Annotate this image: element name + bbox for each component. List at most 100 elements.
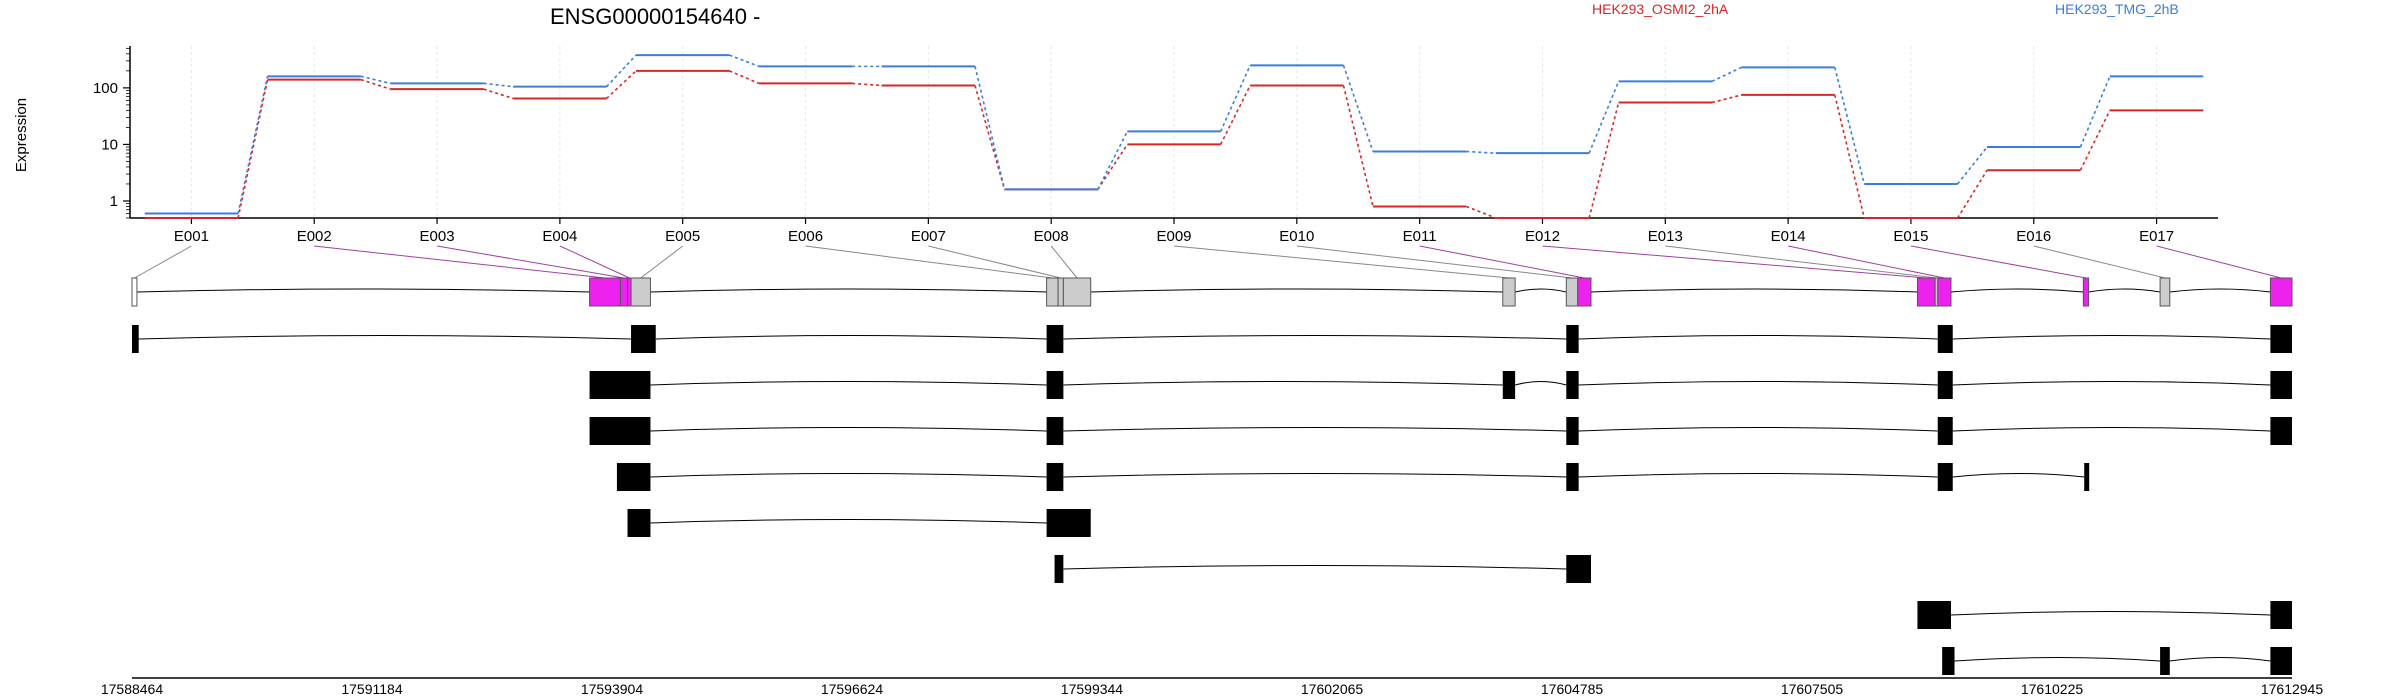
series-1-connector — [1711, 94, 1742, 104]
transcript-intron — [1952, 335, 2271, 340]
transcript-exon — [1046, 371, 1064, 399]
transcript-1 — [132, 325, 2292, 353]
transcript-intron — [1578, 427, 1938, 432]
x-tick-label-e014: E014 — [1771, 228, 1806, 245]
x-tick-label-e008: E008 — [1034, 228, 1069, 245]
series-2-connector — [729, 54, 760, 68]
x-tick-label-e003: E003 — [420, 228, 455, 245]
transcript-intron — [1950, 611, 2271, 616]
transcript-intron — [655, 335, 1047, 340]
exon-connector — [1296, 245, 1573, 279]
transcript-exon — [1566, 463, 1579, 491]
exon-e008 — [1062, 277, 1092, 307]
gene-intron — [650, 288, 1047, 293]
series-2-connector — [237, 76, 269, 214]
gene-intron — [1590, 288, 1918, 293]
transcript-exon — [2270, 601, 2292, 629]
transcript-intron — [1578, 335, 1938, 340]
exon-e007 — [1057, 277, 1064, 307]
transcript-exon — [589, 371, 651, 399]
exon-e002 — [589, 277, 621, 307]
transcript-2 — [589, 371, 2292, 399]
transcript-exon — [1502, 371, 1516, 399]
x-tick-label-e005: E005 — [665, 228, 700, 245]
transcript-7 — [1917, 601, 2292, 629]
exon-e015 — [2082, 277, 2090, 307]
x-tick-label-e017: E017 — [2139, 228, 2174, 245]
transcript-intron — [1063, 381, 1503, 386]
exon-e009 — [1502, 277, 1516, 307]
gene-intron — [2169, 288, 2271, 293]
exon-e001 — [131, 277, 138, 307]
y-tick-label: 100 — [93, 80, 118, 97]
genome-tick-label: 17607505 — [1781, 681, 1844, 697]
gene-intron — [1950, 288, 2084, 293]
transcript-layer — [132, 325, 2292, 675]
exon-connector — [805, 245, 1053, 279]
transcript-intron — [650, 381, 1047, 386]
transcript-intron — [1063, 565, 1567, 570]
transcript-exon — [1046, 509, 1091, 537]
transcript-exon — [627, 509, 651, 537]
genome-tick-label: 17596624 — [821, 681, 884, 697]
series-2-connector — [1834, 67, 1866, 185]
exon-connector — [2156, 245, 2282, 279]
genome-tick-label: 17599344 — [1061, 681, 1124, 697]
transcript-exon — [2270, 647, 2292, 675]
genome-tick-label: 17588464 — [101, 681, 164, 697]
transcript-5 — [627, 509, 1091, 537]
x-tick-label-e010: E010 — [1279, 228, 1314, 245]
x-tick-label-e012: E012 — [1525, 228, 1560, 245]
series-1-connector — [2079, 110, 2111, 171]
x-tick-label-e001: E001 — [174, 228, 209, 245]
axis-layer: 1 10 100 E001 E002 E003 E004 E005 E006 E007 E008 E0… — [93, 46, 2218, 245]
y-axis-label: Expression — [13, 98, 30, 172]
series-2-connector — [1588, 81, 1620, 154]
series-1-connector — [1588, 102, 1620, 219]
transcript-intron — [650, 473, 1047, 478]
exon-e012 — [1916, 277, 1936, 307]
series-2-connector — [605, 54, 637, 88]
transcript-exon — [2270, 371, 2292, 399]
transcript-intron — [1954, 657, 2161, 662]
transcript-exon — [1937, 325, 1953, 353]
exon-connector — [1419, 245, 1585, 279]
exon-e016 — [2159, 277, 2171, 307]
transcript-exon — [1566, 325, 1579, 353]
transcript-exon — [1046, 325, 1064, 353]
transcript-intron — [2169, 657, 2271, 662]
exon-connector — [1665, 245, 1938, 279]
exon-connector — [1910, 245, 2087, 279]
transcript-6 — [1054, 555, 1591, 583]
exon-connector — [1788, 245, 1945, 279]
transcript-intron — [650, 519, 1047, 524]
transcript-exon — [1942, 647, 1955, 675]
gene-intron — [136, 288, 590, 293]
transcript-exon — [1566, 371, 1579, 399]
x-tick-label-e004: E004 — [542, 228, 577, 245]
x-tick-label-e007: E007 — [911, 228, 946, 245]
transcript-exon — [1046, 463, 1064, 491]
transcript-exon — [1917, 601, 1951, 629]
transcript-intron — [1063, 427, 1567, 432]
exon-connector — [1173, 245, 1509, 279]
x-tick-label-e016: E016 — [2016, 228, 2051, 245]
transcript-exon — [1566, 555, 1591, 583]
x-tick-label-e002: E002 — [297, 228, 332, 245]
series-2-connector — [2079, 76, 2111, 148]
series-1-connector — [606, 70, 637, 100]
series-2-connector — [974, 66, 1006, 190]
series-2-connector — [1219, 65, 1251, 132]
exon-connector — [2033, 245, 2166, 279]
transcript-exon — [1937, 463, 1953, 491]
transcript-exon — [631, 325, 656, 353]
series-2-connector — [1956, 146, 1988, 185]
series-1-connector — [1834, 94, 1866, 219]
series-1-connector — [729, 70, 760, 85]
exon-connector — [1542, 245, 1927, 279]
transcript-intron — [1952, 427, 2271, 432]
gene-model — [131, 277, 2293, 307]
transcript-exon — [1566, 417, 1579, 445]
series-2-connector — [1342, 65, 1374, 152]
